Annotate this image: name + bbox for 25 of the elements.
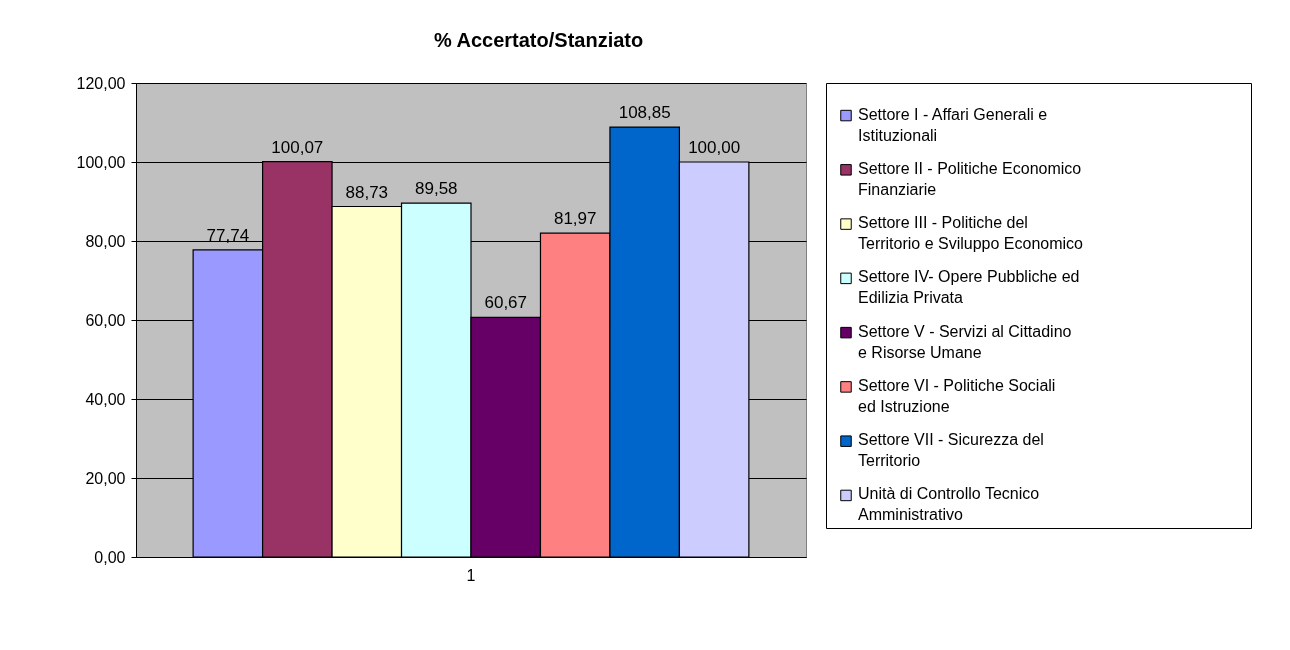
legend-label: Settore I - Affari Generali e Istituzionali bbox=[858, 105, 1048, 144]
legend-label: Settore VI - Politiche Sociali ed Istruzione bbox=[858, 376, 1056, 415]
data-label: 100,00 bbox=[688, 138, 741, 157]
data-label: 77,74 bbox=[206, 225, 250, 245]
legend-label: Settore IV- Opere Pubbliche ed Edilizia Privata bbox=[858, 268, 1080, 307]
data-label: 89,58 bbox=[414, 179, 458, 199]
x-tick-label: 1 bbox=[466, 566, 476, 584]
data-label: 100,07 bbox=[271, 137, 324, 157]
y-tick-label: 20,00 bbox=[85, 469, 126, 487]
data-label: 60,67 bbox=[484, 293, 528, 313]
data-label: 88,73 bbox=[345, 182, 389, 202]
data-label: 108,85 bbox=[618, 103, 671, 123]
data-label: 81,97 bbox=[553, 209, 597, 229]
y-tick-label: 100,00 bbox=[76, 153, 126, 171]
y-tick-label: 80,00 bbox=[85, 232, 126, 250]
legend-label: Settore V - Servizi al Cittadino e Risorse Umane bbox=[858, 322, 1072, 361]
y-tick-label: 40,00 bbox=[85, 390, 126, 408]
legend-label: Settore II - Politiche Economico Finanziarie bbox=[858, 159, 1082, 198]
y-tick-label: 60,00 bbox=[85, 311, 126, 329]
legend-label: Settore VII - Sicurezza del Territorio bbox=[858, 431, 1044, 470]
chart-title: % Accertato/Stanziato bbox=[433, 28, 644, 51]
y-tick-label: 0,00 bbox=[94, 548, 126, 566]
y-tick-label: 120,00 bbox=[76, 74, 126, 92]
legend-label: Unità di Controllo Tecnico Amministrativo bbox=[858, 485, 1040, 524]
legend-label: Settore III - Politiche del Territorio e Sviluppo Economico bbox=[858, 214, 1084, 253]
